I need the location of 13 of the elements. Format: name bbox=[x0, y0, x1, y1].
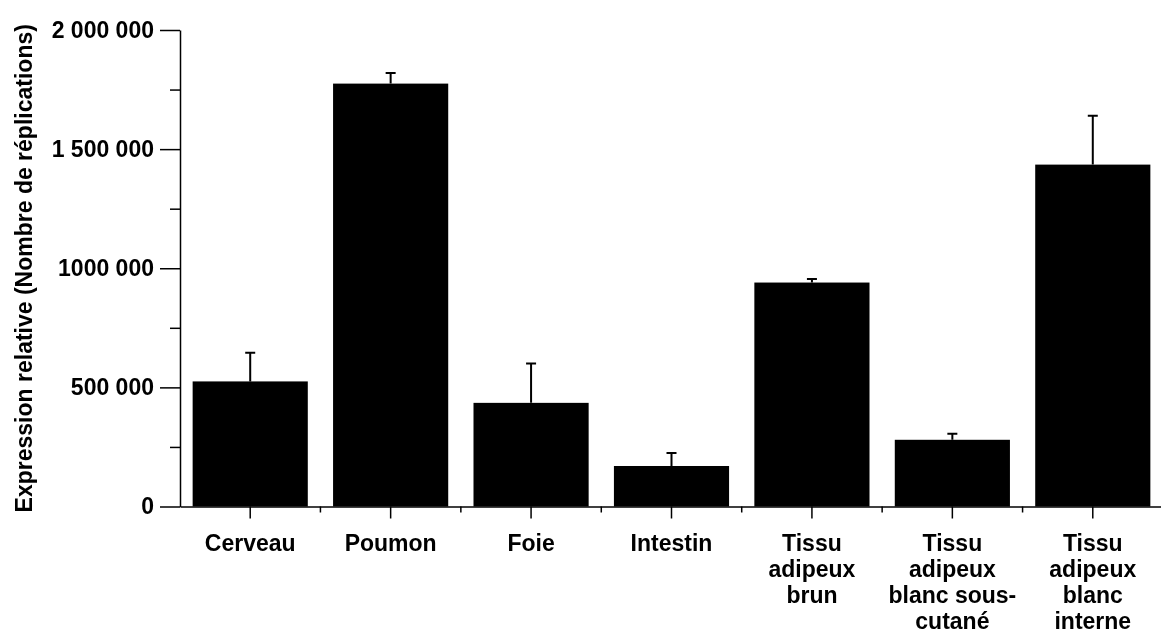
x-tick-label: Cerveau bbox=[204, 530, 296, 556]
x-tick-label: Tissu adipeux brun bbox=[768, 530, 856, 608]
y-tick-label: 2 000 000 bbox=[51, 16, 154, 43]
x-tick-label: Tissu adipeux blanc sous-cutané bbox=[888, 530, 1017, 634]
y-tick-label: 500 000 bbox=[70, 374, 154, 401]
y-tick-label: 0 bbox=[141, 493, 154, 520]
x-tick-label: Tissu adipeux blanc interne bbox=[1049, 530, 1137, 634]
y-tick-label: 1000 000 bbox=[58, 255, 154, 282]
x-tick-label: Intestin bbox=[630, 530, 713, 556]
x-tick-label: Poumon bbox=[344, 530, 437, 556]
x-tick-label: Foie bbox=[507, 530, 555, 556]
y-axis-title: Expression relative (Nombre de réplications) bbox=[11, 24, 37, 513]
y-tick-label: 1 500 000 bbox=[51, 135, 154, 162]
